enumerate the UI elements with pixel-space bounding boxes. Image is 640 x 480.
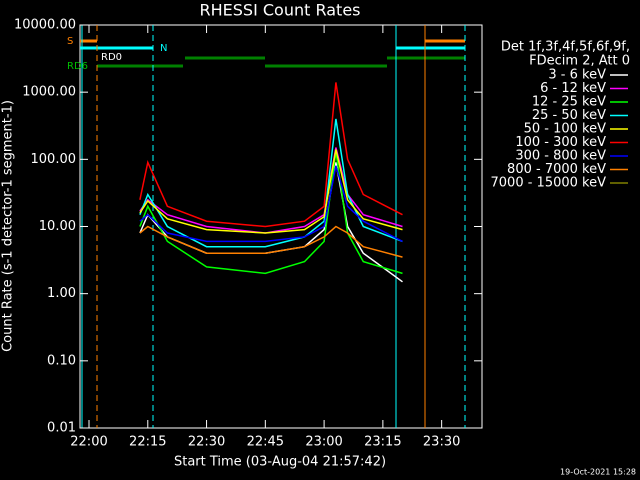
vertical-markers [81, 25, 466, 428]
x-tick-label: 23:00 [305, 435, 342, 450]
x-tick-label: 22:15 [129, 435, 166, 450]
x-tick-label: 23:15 [364, 435, 401, 450]
series-line [139, 147, 403, 234]
annotation: S [67, 36, 73, 47]
legend-label: 7000 - 15000 keV [491, 176, 607, 191]
legend-header: Det 1f,3f,4f,5f,6f,9f, [501, 40, 630, 55]
x-tick-label: 22:00 [70, 435, 107, 450]
annotation: RD0 [101, 52, 122, 63]
series-line [139, 151, 403, 275]
y-tick-label: 0.10 [47, 353, 76, 368]
x-tick-label: 22:45 [247, 435, 284, 450]
series-line [139, 225, 403, 258]
annotation: N [160, 43, 167, 54]
status-bars [80, 39, 465, 68]
series-line [139, 118, 403, 248]
chart-title: RHESSI Count Rates [200, 1, 361, 20]
series-line [139, 165, 403, 243]
series-line [139, 149, 403, 234]
legend-header: FDecim 2, Att 0 [529, 54, 630, 69]
series-line [139, 82, 403, 228]
y-tick-label: 10000.00 [14, 18, 76, 33]
legend-label: 300 - 800 keV [515, 149, 606, 164]
x-tick-label: 22:30 [188, 435, 225, 450]
legend-label: 6 - 12 keV [540, 81, 606, 96]
y-tick-label: 1000.00 [22, 85, 76, 100]
x-axis-label: Start Time (03-Aug-04 21:57:42) [174, 455, 386, 470]
y-tick-label: 100.00 [31, 152, 77, 167]
legend-label: 50 - 100 keV [524, 122, 607, 137]
x-tick-label: 23:30 [423, 435, 460, 450]
legend-label: 3 - 6 keV [548, 68, 606, 83]
y-axis-label: Count Rate (s-1 detector-1 segment-1) [1, 100, 16, 352]
y-tick-label: 1.00 [47, 286, 76, 301]
legend-label: 800 - 7000 keV [507, 162, 606, 177]
legend-label: 12 - 25 keV [532, 95, 606, 110]
legend-label: 100 - 300 keV [515, 135, 606, 150]
footer: 19-Oct-2021 15:28 [560, 468, 636, 477]
legend-label: 25 - 50 keV [532, 108, 606, 123]
y-tick-label: 0.01 [47, 421, 76, 436]
annotation: RD6 [67, 61, 88, 72]
y-tick-label: 10.00 [39, 219, 76, 234]
